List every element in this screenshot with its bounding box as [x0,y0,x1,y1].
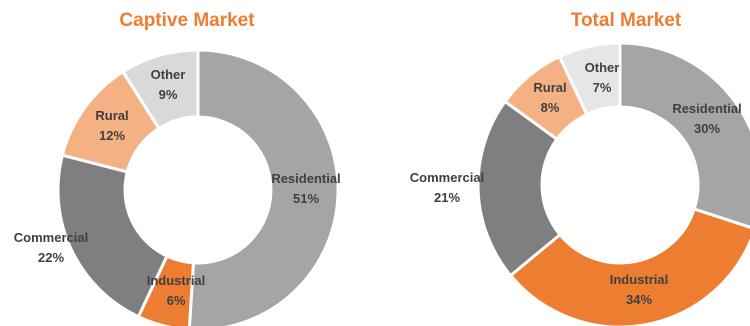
slice-category-label: Rural [95,108,128,123]
slice-label-industrial: Industrial 34% [610,272,669,307]
total-market-chart: Total Market Residential 30% Industrial 34%… [380,0,750,326]
slice-residential [187,48,340,326]
slice-commercial [56,153,169,319]
slice-label-residential: Residential 51% [271,171,340,206]
slice-value-label: 6% [167,293,186,308]
slice-label-commercial: Commercial 22% [14,230,88,265]
slice-category-label: Rural [533,80,566,95]
slice-label-other: Other 7% [585,60,620,95]
slice-commercial [476,99,563,278]
slice-category-label: Other [151,67,186,82]
slice-value-label: 7% [593,80,612,95]
captive-market-chart: Captive Market Residential 51% Industrial 6… [14,10,341,326]
slice-label-industrial: Industrial 6% [147,273,206,308]
slice-value-label: 22% [38,250,64,265]
slice-other [557,41,622,117]
slice-label-residential: Residential 30% [672,101,741,136]
slice-value-label: 8% [541,100,560,115]
slice-industrial [508,207,750,326]
captive-market-donut: Residential 51% Industrial 6% Commercial 22% R… [14,48,341,326]
slice-category-label: Commercial [14,230,88,245]
slice-category-label: Residential [271,171,340,186]
slice-value-label: 51% [293,191,319,206]
slice-value-label: 30% [694,121,720,136]
slice-category-label: Industrial [610,272,669,287]
slice-residential [618,41,750,229]
slice-category-label: Commercial [410,170,484,185]
slice-category-label: Residential [672,101,741,116]
slice-category-label: Other [585,60,620,75]
slice-label-rural: Rural 8% [533,80,566,115]
slice-label-rural: Rural 12% [95,108,128,143]
slice-other [120,48,200,131]
slice-value-label: 34% [626,292,652,307]
chart-title: Captive Market [119,10,255,31]
slice-value-label: 12% [99,128,125,143]
slice-label-other: Other 9% [151,67,186,102]
slice-value-label: 21% [434,190,460,205]
slice-value-label: 9% [159,87,178,102]
slice-category-label: Industrial [147,273,206,288]
chart-title: Total Market [570,10,682,31]
total-market-donut: Residential 30% Industrial 34% Commercial 21%… [410,41,750,326]
slice-label-commercial: Commercial 21% [410,170,484,205]
